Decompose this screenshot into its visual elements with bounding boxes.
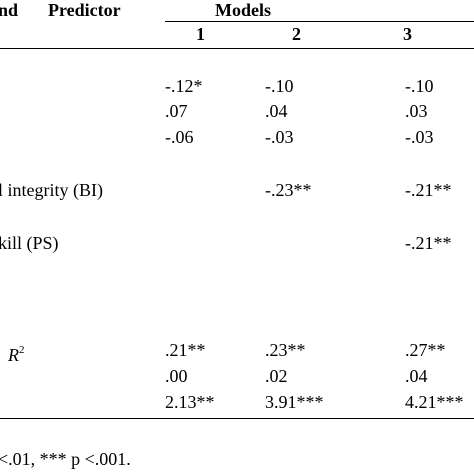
row-label: R2 — [8, 340, 25, 365]
superscript: 2 — [19, 344, 25, 356]
table-cell: -.03 — [265, 127, 294, 147]
row-label: l integrity (BI) — [0, 180, 103, 200]
table-cell: .00 — [165, 366, 188, 386]
table-cell: .27** — [405, 340, 446, 360]
table-cell: .02 — [265, 366, 288, 386]
table-cell: .03 — [405, 101, 428, 121]
table-cell: -.06 — [165, 127, 194, 147]
table-cell: -.12* — [165, 76, 203, 96]
table-cell: -.10 — [265, 76, 294, 96]
table-cell: -.10 — [405, 76, 434, 96]
header-cell: Models — [215, 0, 271, 20]
table-cell: .04 — [265, 101, 288, 121]
rule — [0, 48, 474, 49]
table-note: <.01, *** p <.001. — [0, 449, 131, 469]
table-cell: 2.13** — [165, 392, 215, 412]
table-cell: 4.21*** — [405, 392, 464, 412]
table-cell: 3.91*** — [265, 392, 324, 412]
rule — [0, 418, 474, 419]
model-number: 1 — [196, 24, 205, 44]
table-cell: -.21** — [405, 180, 452, 200]
row-label-text: kill (PS) — [0, 233, 59, 253]
table-cell: -.21** — [405, 233, 452, 253]
table-cell: -.23** — [265, 180, 312, 200]
model-number: 3 — [403, 24, 412, 44]
header-cell: Predictor — [48, 0, 121, 20]
row-label-text: l integrity (BI) — [0, 180, 103, 200]
table-cell: .04 — [405, 366, 428, 386]
header-cell: nd — [0, 0, 19, 20]
table-cell: .07 — [165, 101, 188, 121]
row-label-text: R — [8, 345, 19, 365]
table-cell: -.03 — [405, 127, 434, 147]
table-cell: .23** — [265, 340, 306, 360]
model-number: 2 — [292, 24, 301, 44]
rule — [165, 21, 474, 22]
table-cell: .21** — [165, 340, 206, 360]
row-label: kill (PS) — [0, 233, 59, 253]
